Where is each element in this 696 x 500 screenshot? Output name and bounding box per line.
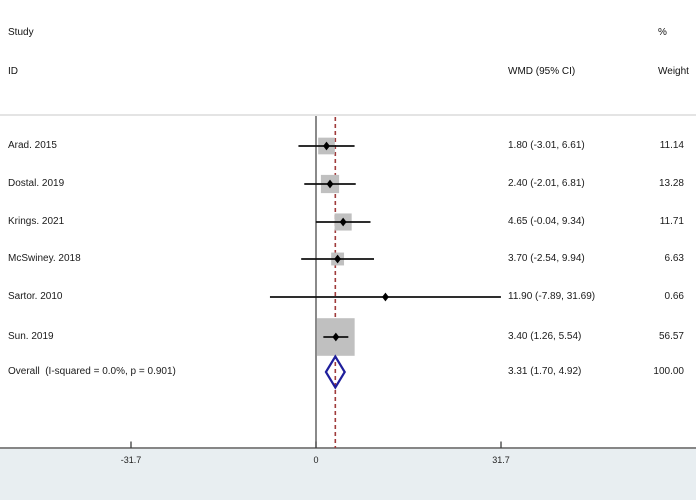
study-effect-ci-3: 3.70 (-2.54, 9.94) [508, 253, 585, 264]
x-axis-tick-label-1: 0 [313, 455, 319, 465]
study-weight-4: 0.66 [664, 291, 684, 302]
point-marker-4 [382, 292, 389, 302]
point-marker-1 [326, 179, 334, 189]
study-weight-5: 56.57 [658, 331, 684, 342]
point-marker-3 [334, 254, 341, 264]
x-axis-tick-label-2: 31.7 [492, 455, 510, 465]
study-weight-3: 6.63 [664, 253, 684, 264]
column-header-effect: WMD (95% CI) [508, 66, 576, 77]
study-effect-ci-5: 3.40 (1.26, 5.54) [508, 331, 582, 342]
column-header-study: Study [8, 27, 34, 38]
study-weight-2: 11.71 [659, 216, 684, 227]
overall-diamond [324, 354, 346, 390]
column-header-id: ID [8, 66, 18, 77]
study-id-2: Krings. 2021 [8, 216, 65, 227]
study-effect-ci-2: 4.65 (-0.04, 9.34) [508, 216, 585, 227]
study-weight-1: 13.28 [658, 178, 684, 189]
footer-band [0, 449, 696, 500]
overall-weight: 100.00 [653, 366, 684, 377]
x-axis-tick-label-0: -31.7 [120, 455, 142, 465]
study-effect-ci-0: 1.80 (-3.01, 6.61) [508, 140, 585, 151]
study-id-0: Arad. 2015 [8, 140, 57, 151]
point-marker-2 [339, 217, 347, 227]
study-id-1: Dostal. 2019 [8, 178, 65, 189]
overall-effect-ci: 3.31 (1.70, 4.92) [508, 366, 582, 377]
study-id-5: Sun. 2019 [8, 331, 54, 342]
point-marker-5 [332, 332, 340, 342]
point-marker-0 [323, 141, 330, 151]
study-id-3: McSwiney. 2018 [8, 253, 81, 264]
study-id-4: Sartor. 2010 [8, 291, 63, 302]
study-weight-0: 11.14 [659, 140, 684, 151]
overall-row-label: Overall (I-squared = 0.0%, p = 0.901) [8, 366, 176, 377]
study-effect-ci-1: 2.40 (-2.01, 6.81) [508, 178, 585, 189]
column-header-percent: % [658, 27, 667, 38]
study-effect-ci-4: 11.90 (-7.89, 31.69) [508, 291, 596, 302]
column-header-weight: Weight [658, 66, 689, 77]
